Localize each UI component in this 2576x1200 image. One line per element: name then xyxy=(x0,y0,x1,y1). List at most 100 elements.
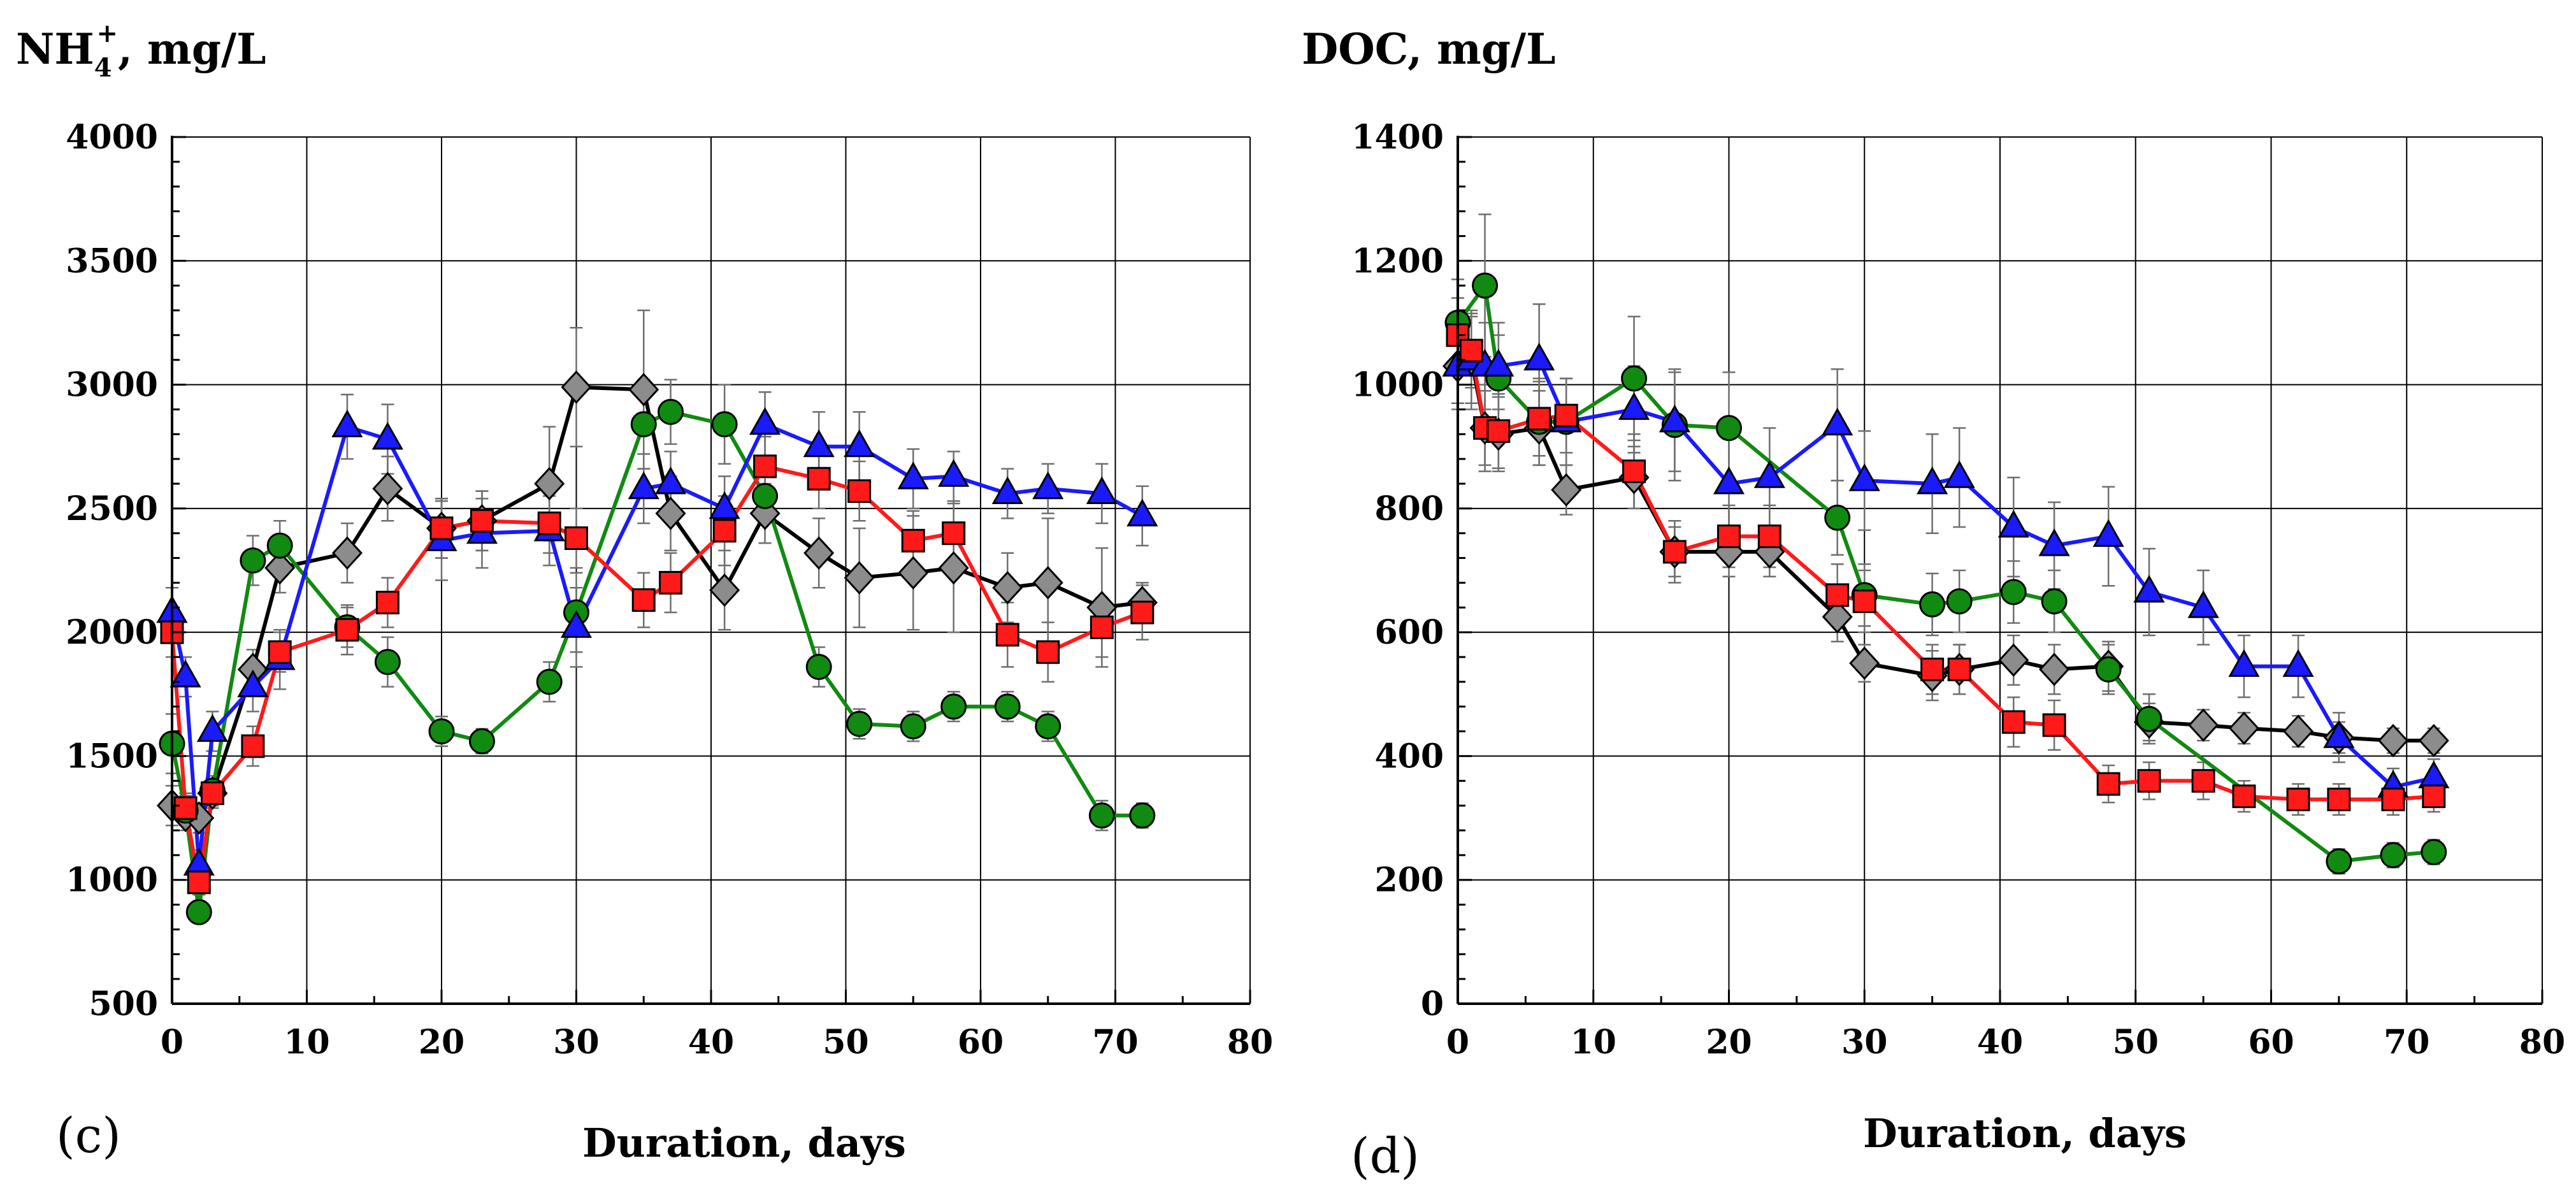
marker-gray-diamond xyxy=(2228,711,2259,745)
panel-label-c: (c) xyxy=(56,1107,121,1164)
marker-blue-triangle xyxy=(749,407,781,435)
marker-green-circle xyxy=(658,398,684,425)
marker-red-square xyxy=(375,591,399,615)
marker-gray-diamond xyxy=(2418,723,2449,758)
x-tick-label: 20 xyxy=(1706,1023,1752,1062)
x-tick-label: 80 xyxy=(2519,1023,2565,1062)
marker-gray-diamond xyxy=(1551,473,1582,507)
marker-red-square xyxy=(1130,600,1155,625)
marker-gray-diamond xyxy=(803,536,835,570)
marker-red-square xyxy=(1527,407,1551,431)
marker-blue-triangle xyxy=(169,660,201,688)
marker-gray-diamond xyxy=(1822,600,1853,634)
marker-green-circle xyxy=(1129,802,1156,829)
marker-green-circle xyxy=(1824,504,1851,531)
marker-red-square xyxy=(2422,784,2446,809)
marker-green-circle xyxy=(1716,415,1742,442)
marker-gray-diamond xyxy=(992,570,1023,605)
marker-red-square xyxy=(995,623,1019,647)
marker-blue-triangle xyxy=(2323,720,2355,748)
marker-gray-diamond xyxy=(1849,646,1880,680)
marker-green-circle xyxy=(1919,591,1946,618)
marker-green-circle xyxy=(468,728,495,755)
marker-green-circle xyxy=(2136,705,2162,732)
marker-blue-triangle xyxy=(1713,466,1745,495)
y-tick-label: 1000 xyxy=(66,861,158,900)
marker-green-circle xyxy=(846,711,873,737)
marker-gray-diamond xyxy=(709,573,740,607)
marker-gray-diamond xyxy=(264,551,296,585)
marker-gray-diamond xyxy=(2283,714,2314,748)
marker-gray-diamond xyxy=(534,466,565,501)
marker-gray-diamond xyxy=(1032,566,1063,600)
marker-red-square xyxy=(901,528,925,553)
x-tick-label: 30 xyxy=(553,1023,599,1062)
marker-green-circle xyxy=(805,654,832,681)
marker-blue-triangle xyxy=(371,422,403,450)
x-tick-label: 40 xyxy=(688,1023,734,1062)
marker-green-circle xyxy=(2041,588,2068,615)
y-tick-label: 500 xyxy=(89,985,158,1023)
y-tick-label: 1400 xyxy=(1351,118,1444,157)
marker-red-square xyxy=(1662,540,1687,564)
marker-red-square xyxy=(2137,769,2161,793)
chart-panel-d: DOC, mg/L 0 200 400 600 800 1000 1200 1400 0 10 20… xyxy=(1302,24,2565,1184)
marker-red-square xyxy=(2327,787,2351,811)
tick-labels: 0 200 400 600 800 1000 1200 1400 0 10 20 30 40 50 60 70… xyxy=(1351,118,2565,1062)
marker-blue-triangle xyxy=(1848,463,1880,491)
marker-red-square xyxy=(470,509,494,533)
marker-blue-triangle xyxy=(654,466,687,495)
axes xyxy=(171,136,1251,1005)
y-tick-label: 2500 xyxy=(66,489,158,528)
marker-green-circle xyxy=(266,532,293,559)
y-tick-label: 2000 xyxy=(66,613,158,652)
marker-gray-diamond xyxy=(1998,643,2029,677)
x-tick-label: 60 xyxy=(958,1023,1004,1062)
marker-blue-triangle xyxy=(803,429,835,458)
marker-green-circle xyxy=(428,718,455,745)
marker-red-square xyxy=(1920,657,1945,681)
marker-blue-triangle xyxy=(1126,498,1158,527)
marker-blue-triangle xyxy=(1086,476,1118,505)
marker-red-square xyxy=(335,618,359,642)
marker-blue-triangle xyxy=(237,669,269,698)
tick-labels: 500 1000 1500 2000 2500 3000 3500 4000 0 10 20 30 40… xyxy=(66,118,1273,1062)
x-tick-label: 50 xyxy=(823,1023,868,1062)
x-tick-label: 50 xyxy=(2113,1023,2159,1062)
marker-red-square xyxy=(173,796,198,820)
x-tick-label: 80 xyxy=(1227,1023,1273,1062)
marker-green-circle xyxy=(2421,839,2447,865)
marker-gray-diamond xyxy=(561,370,592,404)
marker-green-circle xyxy=(940,693,967,720)
marker-gray-diamond xyxy=(331,536,363,570)
marker-gray-diamond xyxy=(372,472,403,505)
panel-label-d: (d) xyxy=(1351,1127,1420,1184)
marker-green-circle xyxy=(240,547,266,574)
marker-red-square xyxy=(1459,338,1483,363)
y-tick-label: 3000 xyxy=(66,366,158,405)
marker-gray-diamond xyxy=(2377,723,2409,758)
x-tick-label: 30 xyxy=(1841,1023,1887,1062)
marker-green-circle xyxy=(2095,656,2122,683)
y-tick-label: 600 xyxy=(1374,613,1444,652)
x-axis-title: Duration, days xyxy=(582,1120,906,1166)
marker-gray-diamond xyxy=(844,561,875,595)
marker-red-square xyxy=(753,454,777,479)
x-tick-label: 40 xyxy=(1977,1023,2023,1062)
marker-red-square xyxy=(942,521,966,546)
marker-blue-triangle xyxy=(1997,509,2029,538)
marker-green-circle xyxy=(2380,842,2407,869)
marker-red-square xyxy=(712,519,737,543)
marker-blue-triangle xyxy=(628,471,659,500)
x-tick-label: 60 xyxy=(2248,1023,2294,1062)
marker-gray-diamond xyxy=(628,373,659,407)
marker-blue-triangle xyxy=(938,459,970,487)
marker-red-square xyxy=(565,526,588,550)
x-tick-label: 10 xyxy=(1571,1023,1616,1062)
y-tick-label: 0 xyxy=(1421,985,1444,1023)
y-tick-label: 1000 xyxy=(1351,366,1444,405)
marker-red-square xyxy=(2001,710,2026,734)
y-tick-label: 1200 xyxy=(1351,242,1444,280)
marker-blue-triangle xyxy=(2133,574,2165,603)
